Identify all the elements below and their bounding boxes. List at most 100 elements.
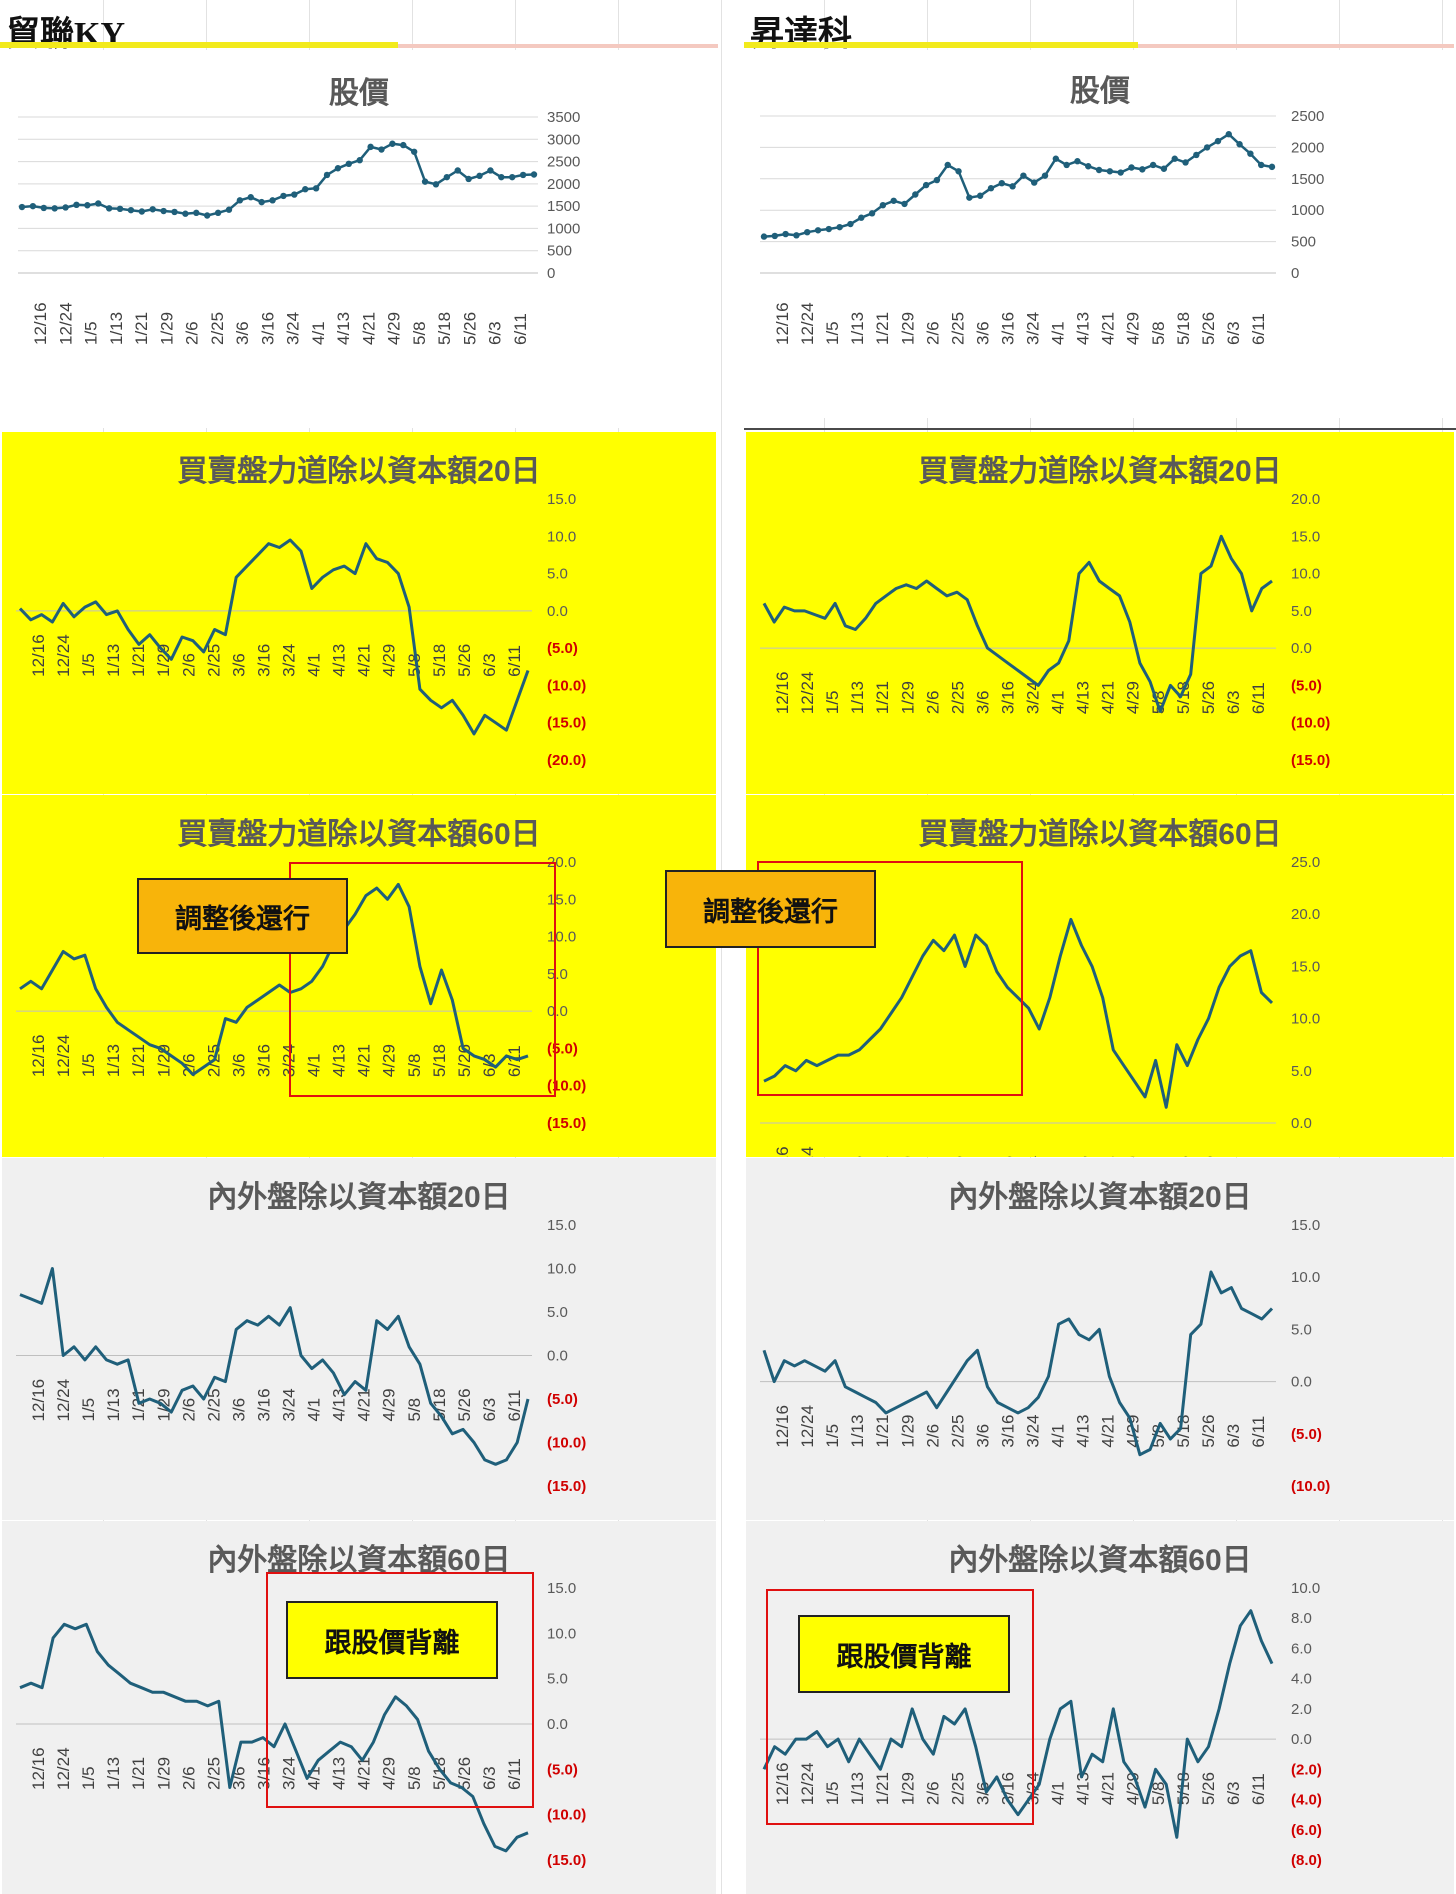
chart-svg: 15.0 10.0 5.0 0.0 (5.0) (10.0) (15.0) 12/16 12/2… — [16, 1580, 586, 1869]
x-tick-label: 6/11 — [505, 1758, 524, 1790]
x-tick-label: 2/6 — [923, 691, 942, 715]
x-tick-label: 2/6 — [923, 321, 942, 345]
data-point — [1063, 161, 1070, 169]
x-tick-label: 4/29 — [380, 644, 399, 677]
header-underline — [398, 44, 718, 48]
y-tick-label: (8.0) — [1291, 1852, 1322, 1869]
x-tick-label: 3/24 — [1024, 312, 1043, 345]
x-tick-label: 4/21 — [1099, 1772, 1118, 1805]
x-tick-label: 3/24 — [280, 1388, 299, 1421]
data-point — [1128, 164, 1135, 171]
x-tick-label: 1/29 — [157, 312, 176, 345]
data-point — [225, 206, 233, 213]
data-point — [160, 207, 167, 215]
x-tick-label: 1/21 — [129, 1757, 148, 1790]
data-point — [280, 192, 287, 200]
x-tick-label: 12/16 — [773, 1763, 792, 1806]
y-tick-label: 0.0 — [547, 1348, 568, 1365]
header-underline — [1138, 44, 1454, 48]
x-tick-label: 6/11 — [1249, 1773, 1268, 1805]
x-tick-label: 6/11 — [505, 645, 524, 677]
y-tick-label: (6.0) — [1291, 1822, 1322, 1839]
data-point — [432, 181, 440, 188]
x-tick-label: 4/1 — [309, 321, 328, 345]
x-tick-label: 2/25 — [204, 644, 223, 677]
series-line — [763, 917, 1274, 1109]
x-tick-label: 1/29 — [154, 1757, 173, 1790]
x-tick-label: 5/26 — [1199, 1156, 1218, 1157]
data-point — [367, 143, 374, 151]
y-tick-label: 10.0 — [547, 1261, 576, 1278]
y-tick-label: (5.0) — [547, 640, 578, 657]
x-tick-label: 1/5 — [823, 1424, 842, 1448]
chart-title: 股價 — [329, 77, 389, 110]
x-tick-label: 3/24 — [280, 1757, 299, 1790]
x-tick-label: 4/29 — [1124, 1156, 1143, 1157]
x-tick-label: 3/6 — [229, 653, 248, 677]
series-line — [763, 132, 1273, 238]
data-point — [1225, 131, 1232, 138]
data-point — [302, 186, 309, 193]
chart-separator — [744, 428, 1456, 430]
x-tick-label: 6/11 — [505, 1390, 524, 1422]
x-tick-label: 12/24 — [798, 1763, 817, 1806]
x-tick-label: 2/6 — [179, 1398, 198, 1422]
x-tick-label: 4/29 — [380, 1757, 399, 1790]
chart-title: 買賣盤力道除以資本額60日 — [918, 818, 1282, 851]
data-point — [258, 198, 265, 206]
chart-svg: 15.0 10.0 5.0 0.0 (5.0) (10.0) 12/16 12/24 1/5 1/… — [760, 1217, 1330, 1495]
y-tick-label: (5.0) — [1291, 1426, 1322, 1443]
x-tick-label: 1/5 — [82, 321, 101, 345]
y-tick-label: (15.0) — [547, 1852, 586, 1869]
x-tick-label: 5/8 — [1149, 1781, 1168, 1805]
highlight-box — [766, 1589, 1034, 1825]
data-point — [1149, 161, 1157, 169]
y-tick-label: 5.0 — [1291, 1321, 1312, 1338]
x-tick-label: 1/13 — [848, 312, 867, 345]
x-tick-label: 12/16 — [29, 1379, 48, 1422]
data-point — [18, 203, 26, 211]
y-tick-label: 25.0 — [1291, 854, 1320, 871]
x-tick-label: 2/6 — [923, 1781, 942, 1805]
y-tick-label: 5.0 — [547, 966, 568, 983]
chart-title: 內外盤除以資本額20日 — [207, 1181, 511, 1214]
x-tick-label: 6/11 — [1249, 682, 1268, 714]
data-point — [95, 200, 102, 207]
x-tick-label: 12/16 — [773, 302, 792, 345]
data-point — [1052, 155, 1060, 162]
x-tick-label: 4/13 — [330, 1044, 349, 1077]
data-point — [1074, 158, 1081, 165]
stock-header-right: 昇達科 — [744, 0, 1456, 53]
y-tick-label: 3000 — [547, 131, 580, 148]
data-point — [890, 197, 897, 204]
x-tick-label: 5/18 — [430, 1044, 449, 1077]
data-point — [487, 167, 494, 174]
y-tick-label: 2000 — [547, 176, 580, 193]
data-point — [454, 167, 461, 174]
data-point — [116, 205, 124, 213]
in-out-20d-chart-left: 15.0 10.0 5.0 0.0 (5.0) (10.0) (15.0) 12/16 12/2… — [2, 1158, 716, 1520]
y-tick-label: 0 — [547, 265, 555, 282]
data-point — [879, 201, 887, 209]
data-point — [171, 208, 178, 216]
stock-header-left: 貿聯KY — [0, 0, 720, 53]
x-tick-label: 3/24 — [1024, 1415, 1043, 1448]
data-point — [291, 191, 298, 198]
y-tick-label: 10.0 — [1291, 1269, 1320, 1286]
highlight-box — [289, 862, 556, 1097]
x-tick-label: 6/11 — [1249, 1416, 1268, 1448]
data-point — [73, 201, 80, 209]
y-tick-label: 4.0 — [1291, 1671, 1312, 1688]
data-point — [138, 208, 146, 215]
net-force-20d-chart-left: 15.0 10.0 5.0 0.0 (5.0) (10.0) (15.0) (20.0) 12/… — [2, 432, 716, 794]
data-point — [847, 220, 854, 228]
data-point — [1193, 151, 1200, 159]
x-tick-label: 3/16 — [258, 312, 277, 345]
x-tick-label: 12/24 — [54, 1747, 73, 1790]
x-tick-label: 4/13 — [330, 1388, 349, 1421]
x-tick-label: 12/16 — [31, 302, 50, 345]
x-tick-label: 1/13 — [848, 1156, 867, 1157]
chart-svg: 10.0 8.0 6.0 4.0 2.0 0.0 (2.0) (4.0) (6.0) (8.0) 1… — [760, 1580, 1322, 1869]
x-tick-label: 12/24 — [54, 634, 73, 677]
y-tick-label: 1500 — [1291, 171, 1324, 188]
